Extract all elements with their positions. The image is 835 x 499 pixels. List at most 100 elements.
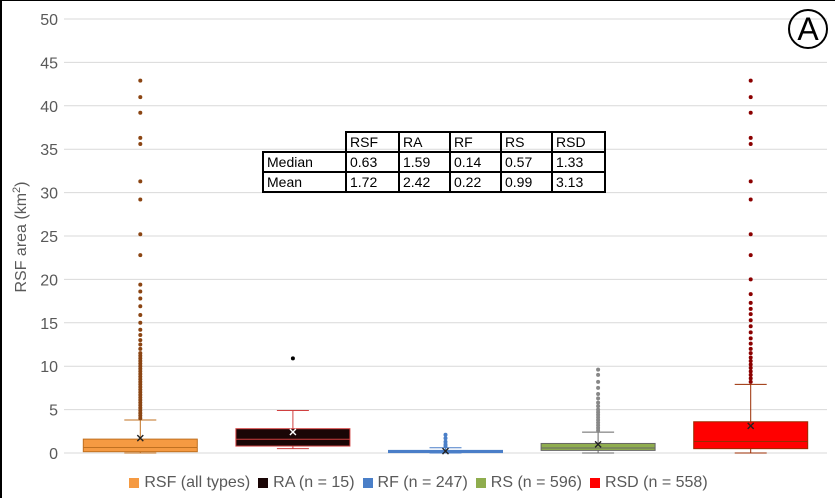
- outlier-point: [748, 355, 753, 360]
- outlier-point: [138, 327, 143, 332]
- outlier-point: [748, 277, 753, 282]
- outlier-point: [596, 404, 601, 409]
- table-row-label: Median: [262, 151, 347, 173]
- outlier-point: [138, 95, 143, 100]
- legend-item: RSF (all types): [129, 474, 250, 492]
- table-cell: 3.13: [551, 171, 606, 193]
- y-tick-label: 10: [40, 359, 58, 376]
- table-cell: 0.63: [345, 151, 400, 173]
- outlier-point: [748, 358, 753, 363]
- summary-table: RSF RA RF RS RSD Median 0.63 1.59 0.14 0…: [262, 131, 606, 193]
- outlier-point: [596, 379, 601, 384]
- legend-swatch: [362, 478, 373, 488]
- outlier-point: [290, 356, 295, 361]
- y-tick-label: 35: [40, 142, 58, 159]
- outlier-point: [748, 362, 753, 367]
- table-header-cell: RF: [449, 131, 502, 153]
- legend-label: RSF (all types): [144, 474, 251, 491]
- outlier-point: [748, 179, 753, 184]
- legend-label: RS (n = 596): [490, 474, 582, 491]
- table-corner-cell: [263, 132, 347, 153]
- mean-marker: [594, 440, 602, 448]
- gridlines: [64, 18, 827, 454]
- outlier-point: [596, 396, 601, 401]
- outlier-point: [443, 439, 448, 444]
- outlier-point: [138, 141, 143, 146]
- legend-label: RA (n = 15): [273, 474, 355, 491]
- outlier-point: [748, 292, 753, 297]
- outlier-point: [138, 320, 143, 325]
- outlier-point: [138, 304, 143, 309]
- table-header-cell: RSD: [551, 131, 606, 153]
- box-0: [82, 78, 198, 454]
- mean-marker: [136, 434, 144, 442]
- outlier-point: [748, 372, 753, 377]
- outlier-point: [138, 312, 143, 317]
- table-cell: 1.59: [398, 151, 451, 173]
- outlier-point: [748, 379, 753, 384]
- outlier-point: [748, 336, 753, 341]
- table-cell: 0.22: [449, 171, 502, 193]
- outlier-point: [748, 351, 753, 356]
- outlier-point: [748, 318, 753, 323]
- y-tick-label: 40: [40, 99, 58, 116]
- outlier-point: [138, 346, 143, 351]
- box-1: [235, 356, 351, 450]
- mean-marker: [289, 428, 297, 436]
- legend-swatch: [589, 478, 600, 488]
- outlier-point: [138, 289, 143, 294]
- outlier-point: [748, 369, 753, 374]
- outlier-point: [596, 400, 601, 405]
- outlier-point: [748, 135, 753, 140]
- box-iqr: [235, 428, 351, 447]
- table-row-label: Mean: [262, 171, 347, 193]
- table-cell: 0.57: [500, 151, 553, 173]
- box-4: [693, 78, 809, 454]
- mean-marker: [442, 447, 449, 455]
- legend-label: RSD (n = 558): [604, 474, 708, 491]
- box-iqr: [82, 438, 198, 453]
- outlier-point: [748, 141, 753, 146]
- legend-swatch: [475, 478, 486, 488]
- box-2: [388, 432, 503, 455]
- outlier-point: [596, 367, 601, 372]
- outlier-point: [748, 78, 753, 83]
- box-3: [540, 367, 656, 454]
- outlier-point: [138, 232, 143, 237]
- outlier-point: [138, 332, 143, 337]
- outlier-point: [748, 346, 753, 351]
- outlier-point: [748, 341, 753, 346]
- outlier-point: [138, 78, 143, 83]
- outlier-point: [138, 282, 143, 287]
- outlier-point: [748, 330, 753, 335]
- table-header-cell: RS: [500, 131, 553, 153]
- y-tick-label: 5: [49, 403, 58, 420]
- y-tick-label: 20: [40, 272, 58, 289]
- panel-label-badge: A: [788, 9, 828, 49]
- outlier-point: [138, 351, 143, 356]
- y-tick-label: 30: [40, 186, 58, 203]
- outlier-point: [138, 110, 143, 115]
- legend-item: RA (n = 15): [258, 474, 355, 492]
- outlier-point: [748, 232, 753, 237]
- outlier-point: [138, 338, 143, 343]
- legend-item: RF (n = 247): [362, 474, 468, 492]
- table-row-median: Median 0.63 1.59 0.14 0.57 1.33: [262, 151, 606, 173]
- y-tick-label: 15: [40, 316, 58, 333]
- table-row-mean: Mean 1.72 2.42 0.22 0.99 3.13: [262, 171, 606, 193]
- y-axis-label: RSF area (km2): [11, 181, 30, 292]
- y-tick-label: 45: [40, 55, 58, 72]
- outlier-point: [138, 342, 143, 347]
- outlier-point: [596, 391, 601, 396]
- outlier-point: [138, 179, 143, 184]
- outlier-point: [138, 253, 143, 258]
- outlier-point: [138, 197, 143, 202]
- outlier-point: [748, 312, 753, 317]
- outlier-point: [748, 376, 753, 381]
- legend-swatch: [258, 478, 269, 488]
- y-tick-label: 25: [40, 229, 58, 246]
- legend-swatch: [129, 478, 140, 488]
- outlier-point: [596, 407, 601, 412]
- outlier-point: [443, 432, 448, 437]
